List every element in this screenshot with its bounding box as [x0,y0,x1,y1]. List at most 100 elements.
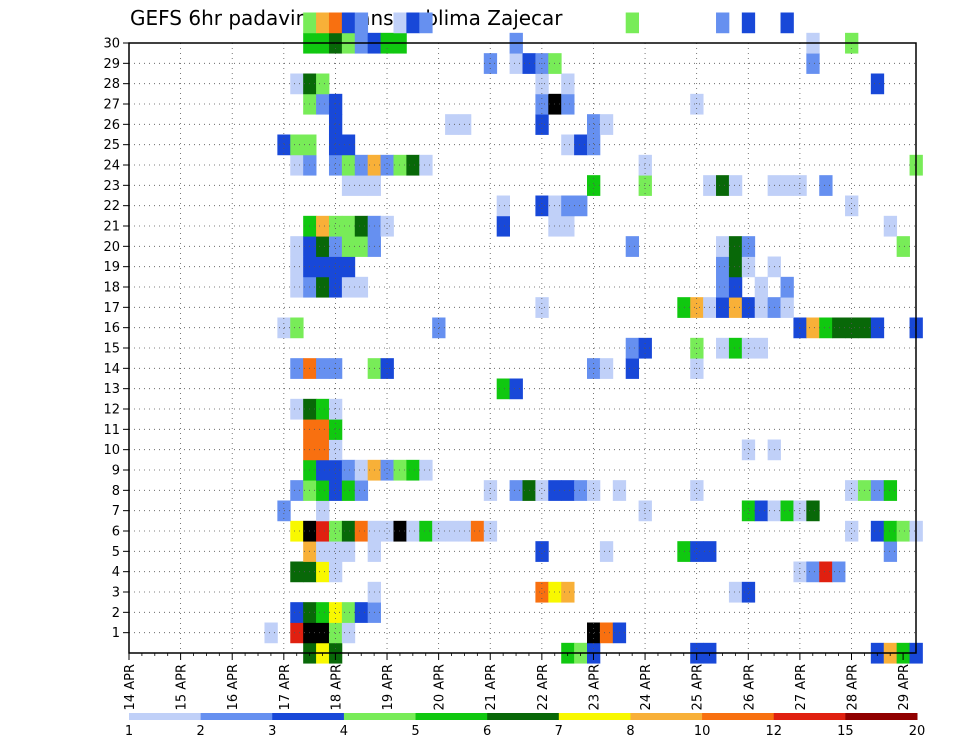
heatmap-cell [496,378,510,400]
heatmap-cell [793,561,807,583]
heatmap-cell [845,195,859,217]
heatmap-cell [328,256,343,278]
heatmap-cell [483,520,498,542]
heatmap-cell [587,622,601,644]
x-tick-label: 22 APR [536,664,551,710]
heatmap-cell [316,602,330,623]
y-axis: 1234567891011121314151617181920212223242… [103,37,129,641]
heatmap-cell [690,93,704,115]
legend-label: 1 [125,724,133,739]
heatmap-cell [406,154,420,176]
heatmap-cell [535,297,549,318]
heatmap-cell [419,154,433,176]
heatmap-cell [316,622,330,644]
y-tick-label: 22 [103,199,120,214]
heatmap-cell [328,622,343,644]
heatmap-cell [625,12,640,34]
heatmap-cell [780,500,794,522]
heatmap-cell [819,561,833,583]
heatmap-cell [535,195,549,217]
heatmap-cell [341,154,356,176]
heatmap-cell [716,12,730,34]
heatmap-cell [896,520,910,542]
heatmap-cell [741,297,756,318]
y-tick-label: 23 [103,179,120,194]
heatmap-cell [728,337,743,359]
heatmap-cell [690,297,704,318]
heatmap-cell [561,581,575,603]
x-tick-label: 16 APR [226,664,241,710]
heatmap-cell [535,541,549,562]
legend-label: 20 [909,724,926,739]
heatmap-cell [883,215,898,237]
heatmap-cell [354,12,369,34]
legend-label: 8 [626,724,634,739]
heatmap-cell [380,520,394,542]
heatmap-cell [328,114,343,135]
heatmap-cell [716,276,730,298]
y-tick-label: 20 [103,240,120,255]
heatmap-cell [341,622,356,644]
legend-label: 5 [411,724,419,739]
heatmap-cell [303,12,317,34]
heatmap-cell [341,541,356,562]
heatmap-cell [341,480,356,501]
heatmap-cell [870,480,885,501]
heatmap-cell [328,480,343,501]
y-tick-label: 24 [103,159,120,174]
heatmap-cell [780,276,794,298]
heatmap-cell [341,215,356,237]
heatmap-cell [380,154,394,176]
heatmap-cell [561,134,575,156]
heatmap-cell [561,480,575,501]
heatmap-cell [341,134,356,156]
heatmap-cell [290,480,304,501]
heatmap-cell [741,236,756,257]
legend-swatch [630,713,703,720]
heatmap-cell [845,317,859,339]
heatmap-cell [845,480,859,501]
heatmap-cell [806,500,820,522]
heatmap-cell [883,480,898,501]
heatmap-cell [328,398,343,420]
heatmap-cell [638,500,652,522]
y-tick-label: 2 [112,606,120,621]
color-legend: 1 2 3 4 5 6 7 8 10 12 15 20 [125,713,925,739]
x-tick-label: 21 APR [484,664,499,710]
heatmap-cell [316,520,330,542]
heatmap-cell [561,93,575,115]
y-tick-label: 1 [112,626,120,641]
heatmap-cell [341,175,356,196]
heatmap-cell [741,500,756,522]
y-tick-label: 15 [103,342,120,357]
x-axis: 14 APR 15 APR 16 APR 17 APR 18 APR 19 APR 20 A… [123,653,912,710]
x-tick-label: 20 APR [433,664,448,710]
y-tick-label: 5 [112,545,120,560]
heatmap-cell [341,520,356,542]
legend-label: 10 [694,724,711,739]
heatmap-cell [625,358,640,379]
heatmap-cell [754,297,769,318]
heatmap-cell [354,154,369,176]
heatmap-cell [535,93,549,115]
heatmap-cell [393,459,407,481]
y-tick-label: 29 [103,57,120,72]
heatmap-cell [509,378,523,400]
heatmap-cell [728,236,743,257]
heatmap-cell [341,276,356,298]
heatmap-cell [728,256,743,278]
heatmap-cell [290,276,304,298]
heatmap-cell [328,439,343,461]
heatmap-cell [716,256,730,278]
heatmap-cell [290,154,304,176]
heatmap-cell [819,175,833,196]
legend-swatch [272,713,345,720]
heatmap-cell [316,419,330,440]
heatmap-cell [406,520,420,542]
heatmap-cell [716,175,730,196]
heatmap-cell [587,480,601,501]
heatmap-cell [290,317,304,339]
heatmap-cell [380,215,394,237]
heatmap-cell [728,297,743,318]
